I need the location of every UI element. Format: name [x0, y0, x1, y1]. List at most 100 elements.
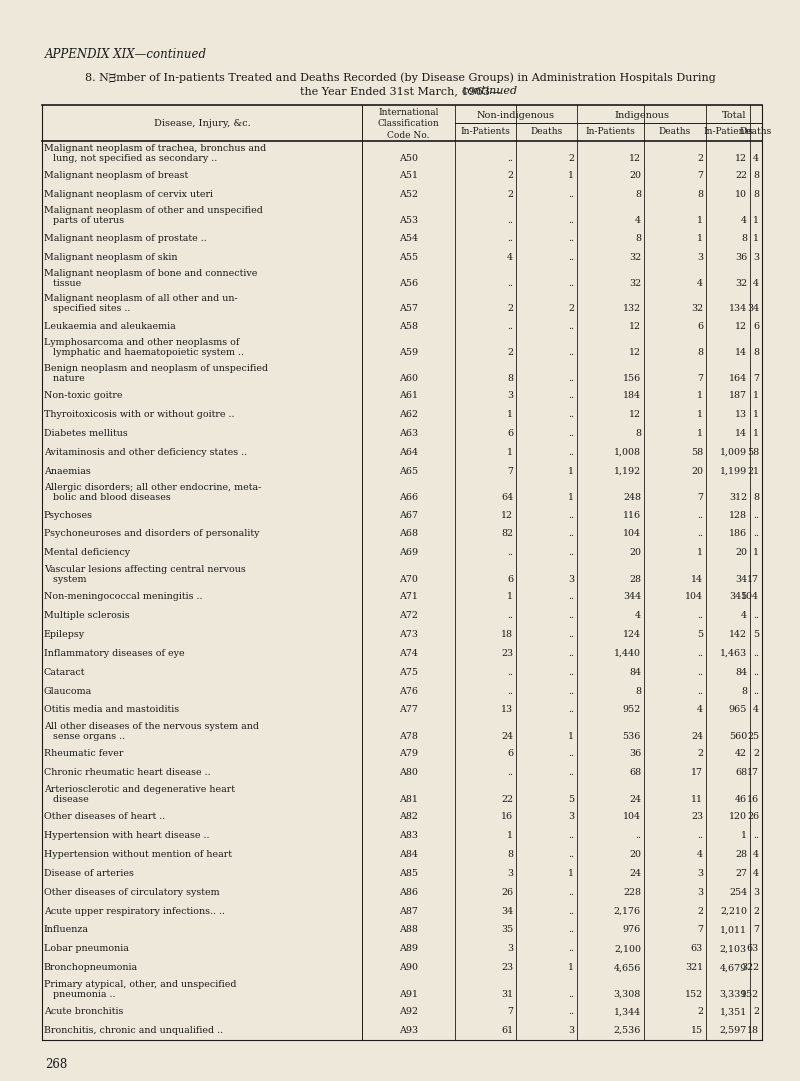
- Text: A88: A88: [399, 925, 418, 934]
- Text: ..: ..: [568, 990, 574, 999]
- Text: ..: ..: [568, 410, 574, 419]
- Text: 4: 4: [753, 154, 759, 162]
- Text: 152: 152: [685, 990, 703, 999]
- Text: 34: 34: [735, 575, 747, 584]
- Text: ..: ..: [568, 907, 574, 916]
- Text: A70: A70: [399, 575, 418, 584]
- Text: Lobar pneumonia: Lobar pneumonia: [44, 945, 129, 953]
- Text: 34: 34: [747, 305, 759, 313]
- Text: 11: 11: [691, 795, 703, 804]
- Text: Influenza: Influenza: [44, 925, 89, 934]
- Text: 68: 68: [735, 769, 747, 777]
- Text: 7: 7: [507, 1007, 513, 1016]
- Text: Rheumatic fever: Rheumatic fever: [44, 749, 123, 759]
- Text: A91: A91: [399, 990, 418, 999]
- Text: 142: 142: [729, 630, 747, 639]
- Text: 8: 8: [697, 348, 703, 358]
- Text: ..: ..: [507, 769, 513, 777]
- Text: 25: 25: [747, 732, 759, 740]
- Text: Mental deficiency: Mental deficiency: [44, 548, 130, 558]
- Text: Inflammatory diseases of eye: Inflammatory diseases of eye: [44, 649, 185, 658]
- Text: ..: ..: [568, 233, 574, 243]
- Text: 344: 344: [623, 592, 641, 601]
- Text: Multiple sclerosis: Multiple sclerosis: [44, 611, 130, 620]
- Text: ..: ..: [753, 510, 759, 520]
- Text: ..: ..: [568, 706, 574, 715]
- Text: A87: A87: [399, 907, 418, 916]
- Text: ..: ..: [568, 216, 574, 226]
- Text: A77: A77: [399, 706, 418, 715]
- Text: 186: 186: [729, 530, 747, 538]
- Text: 8: 8: [697, 190, 703, 199]
- Text: Malignant neoplasm of trachea, bronchus and: Malignant neoplasm of trachea, bronchus …: [44, 144, 266, 152]
- Text: 22: 22: [735, 171, 747, 181]
- Text: 228: 228: [623, 888, 641, 897]
- Text: 1,351: 1,351: [720, 1007, 747, 1016]
- Text: Other diseases of heart ..: Other diseases of heart ..: [44, 812, 166, 822]
- Text: 32: 32: [629, 279, 641, 289]
- Text: 2: 2: [697, 154, 703, 162]
- Text: 4: 4: [507, 253, 513, 262]
- Text: 104: 104: [623, 530, 641, 538]
- Text: 17: 17: [691, 769, 703, 777]
- Text: 128: 128: [729, 510, 747, 520]
- Text: disease: disease: [44, 795, 89, 804]
- Text: A53: A53: [399, 216, 418, 226]
- Text: 15: 15: [691, 1026, 703, 1036]
- Text: 1: 1: [507, 448, 513, 456]
- Text: A63: A63: [399, 429, 418, 438]
- Text: 2,176: 2,176: [614, 907, 641, 916]
- Text: continued: continued: [462, 86, 518, 96]
- Text: 3: 3: [568, 575, 574, 584]
- Text: 6: 6: [507, 749, 513, 759]
- Text: 18: 18: [747, 1026, 759, 1036]
- Text: ..: ..: [568, 279, 574, 289]
- Text: 20: 20: [735, 548, 747, 558]
- Text: 1: 1: [568, 732, 574, 740]
- Text: ..: ..: [568, 448, 574, 456]
- Text: 104: 104: [685, 592, 703, 601]
- Text: Acute bronchitis: Acute bronchitis: [44, 1007, 123, 1016]
- Text: 3: 3: [697, 888, 703, 897]
- Text: Indigenous: Indigenous: [614, 110, 669, 120]
- Text: ..: ..: [568, 253, 574, 262]
- Text: 104: 104: [741, 592, 759, 601]
- Text: A81: A81: [399, 795, 418, 804]
- Text: 8: 8: [753, 190, 759, 199]
- Text: Total: Total: [722, 110, 746, 120]
- Text: 4,679: 4,679: [720, 963, 747, 972]
- Text: 1: 1: [568, 963, 574, 972]
- Text: 1,008: 1,008: [614, 448, 641, 456]
- Text: ..: ..: [697, 668, 703, 677]
- Text: 8: 8: [753, 171, 759, 181]
- Text: Non-indigenous: Non-indigenous: [477, 110, 555, 120]
- Text: 7: 7: [697, 171, 703, 181]
- Text: ..: ..: [753, 831, 759, 840]
- Text: ..: ..: [568, 611, 574, 620]
- Text: 2: 2: [753, 749, 759, 759]
- Text: 12: 12: [629, 348, 641, 358]
- Text: ..: ..: [568, 831, 574, 840]
- Text: 268: 268: [45, 1058, 67, 1071]
- Text: 20: 20: [691, 467, 703, 476]
- Text: ..: ..: [568, 510, 574, 520]
- Text: 120: 120: [729, 812, 747, 822]
- Text: Malignant neoplasm of breast: Malignant neoplasm of breast: [44, 171, 188, 181]
- Text: Anaemias: Anaemias: [44, 467, 90, 476]
- Text: 560: 560: [729, 732, 747, 740]
- Text: 976: 976: [622, 925, 641, 934]
- Text: ..: ..: [568, 749, 574, 759]
- Text: APPENDIX XIX—continued: APPENDIX XIX—continued: [45, 48, 207, 61]
- Text: 4: 4: [753, 279, 759, 289]
- Text: 116: 116: [623, 510, 641, 520]
- Text: A52: A52: [399, 190, 418, 199]
- Text: 2: 2: [753, 1007, 759, 1016]
- Text: tissue: tissue: [44, 279, 82, 289]
- Text: A83: A83: [399, 831, 418, 840]
- Text: 4: 4: [753, 706, 759, 715]
- Text: A51: A51: [399, 171, 418, 181]
- Text: A58: A58: [399, 322, 418, 331]
- Text: Deaths: Deaths: [740, 128, 772, 136]
- Text: 8: 8: [635, 190, 641, 199]
- Text: 1: 1: [507, 592, 513, 601]
